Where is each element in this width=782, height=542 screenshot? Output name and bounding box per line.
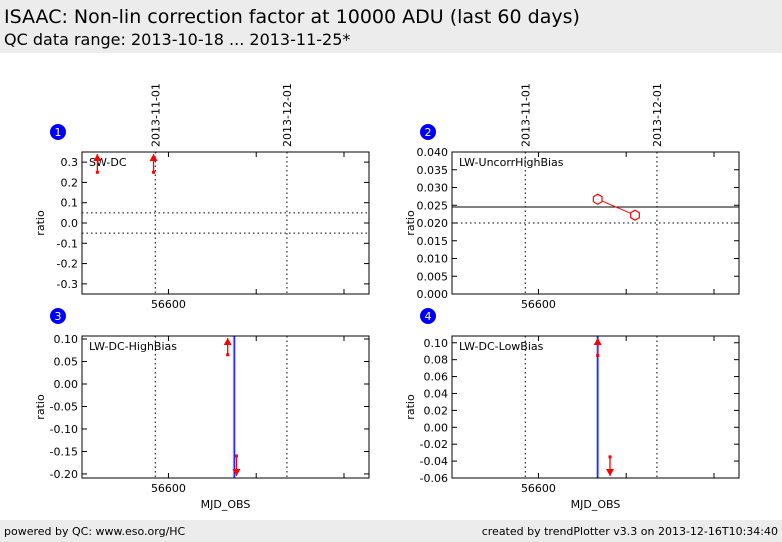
y-axis-label: ratio	[404, 394, 417, 420]
y-axis-label: ratio	[404, 210, 417, 236]
panel-badge	[50, 124, 66, 140]
y-tick-label: -0.3	[57, 278, 78, 291]
arrow-head	[232, 469, 241, 476]
y-tick-label: 0.06	[424, 371, 449, 384]
y-tick-label: 0.040	[417, 146, 449, 159]
panel-badge	[50, 308, 66, 324]
data-point	[608, 455, 612, 459]
arrow-head	[605, 469, 614, 476]
data-point	[226, 353, 230, 357]
y-tick-label: 0.000	[417, 288, 449, 301]
plot-frame	[451, 335, 740, 479]
data-point	[630, 209, 640, 221]
panel-badge	[420, 308, 436, 324]
date-label: 2013-12-01	[281, 83, 294, 147]
panel-4: 4 -0.06 -0.04 -0.02 0.00 0.02 0.04 0.06 0.08 0.10…	[404, 308, 740, 511]
y-tick-label: 0.030	[417, 182, 449, 195]
y-tick-label: 0.015	[417, 235, 449, 248]
y-tick-label: 0.005	[417, 270, 449, 283]
y-axis-label: ratio	[34, 394, 47, 420]
panel-number: 3	[55, 310, 62, 323]
footer-created-by: created by trendPlotter v3.3 on 2013-12-…	[481, 525, 778, 538]
y-tick-label: 0.3	[61, 156, 79, 169]
x-tick-label: 56600	[151, 298, 186, 311]
page-subtitle: QC data range: 2013-10-18 ... 2013-11-25…	[4, 30, 351, 49]
y-tick-label: -0.20	[50, 468, 78, 481]
panel-label: LW-UncorrHighBias	[459, 156, 564, 169]
panel-number: 1	[55, 126, 62, 139]
y-tick-label: -0.15	[50, 445, 78, 458]
date-label: 2013-12-01	[651, 83, 664, 147]
arrow-head	[223, 338, 232, 345]
y-tick-label: 0.04	[424, 387, 449, 400]
y-tick-label: -0.05	[50, 400, 78, 413]
y-tick-label: 0.1	[61, 197, 79, 210]
y-tick-label: 0.025	[417, 199, 449, 212]
y-tick-label: 0.08	[424, 354, 449, 367]
y-tick-label: 0.020	[417, 217, 449, 230]
panel-2: 2 2013-11-01 2013-12-01 0.000 0.005 0.010 0.01…	[404, 83, 740, 311]
plot-frame	[451, 151, 740, 295]
y-tick-label: -0.1	[57, 237, 78, 250]
y-tick-label: 0.10	[54, 333, 79, 346]
arrow-head	[93, 154, 102, 161]
plot-frame	[81, 335, 370, 479]
header: ISAAC: Non-lin correction factor at 1000…	[0, 0, 782, 53]
y-tick-label: 0.00	[424, 421, 449, 434]
footer: powered by QC: www.eso.org/HC created by…	[0, 520, 782, 542]
panel-label: SW-DC	[89, 156, 127, 169]
data-point	[152, 170, 156, 174]
y-tick-label: 0.02	[424, 404, 449, 417]
y-tick-label: -0.02	[420, 438, 448, 451]
panel-badge	[420, 124, 436, 140]
x-axis-label: MJD_OBS	[201, 498, 251, 511]
y-axis-label: ratio	[34, 210, 47, 236]
data-point	[592, 193, 603, 205]
y-tick-label: -0.06	[420, 472, 448, 485]
x-tick-label: 56600	[521, 482, 556, 495]
page-title: ISAAC: Non-lin correction factor at 1000…	[4, 6, 580, 28]
y-tick-label: 0.00	[54, 378, 79, 391]
arrow-head	[149, 154, 158, 161]
date-label: 2013-11-01	[149, 83, 162, 147]
y-tick-label: -0.10	[50, 423, 78, 436]
y-tick-label: 0.035	[417, 164, 449, 177]
data-point	[596, 353, 600, 357]
y-tick-label: 0.0	[61, 217, 79, 230]
x-axis-label: MJD_OBS	[571, 498, 621, 511]
y-tick-label: 0.10	[424, 337, 449, 350]
data-point	[95, 170, 99, 174]
date-label: 2013-11-01	[519, 83, 532, 147]
y-tick-label: -0.04	[420, 455, 448, 468]
panel-3: 3 -0.20 -0.15 -0.10 -0.05 0.00 0.05 0.10 56600 ra…	[34, 308, 370, 511]
panel-1: 1 2013-11-01 2013-12-01 -0.3 -0.2 -0.1 0.0 0.1 0…	[34, 83, 370, 311]
panel-label: LW-DC-LowBias	[459, 340, 544, 353]
panel-number: 4	[425, 310, 432, 323]
x-tick-label: 56600	[521, 298, 556, 311]
y-tick-label: 0.2	[61, 176, 79, 189]
y-tick-label: 0.05	[54, 356, 79, 369]
plot-frame	[81, 151, 370, 295]
panel-label: LW-DC-HighBias	[89, 340, 177, 353]
y-tick-label: -0.2	[57, 258, 78, 271]
series-line	[597, 198, 636, 216]
y-tick-label: 0.010	[417, 253, 449, 266]
footer-powered-by[interactable]: powered by QC: www.eso.org/HC	[4, 525, 186, 538]
panel-number: 2	[425, 126, 432, 139]
x-tick-label: 56600	[151, 482, 186, 495]
data-point	[234, 454, 238, 458]
arrow-head	[593, 338, 602, 345]
